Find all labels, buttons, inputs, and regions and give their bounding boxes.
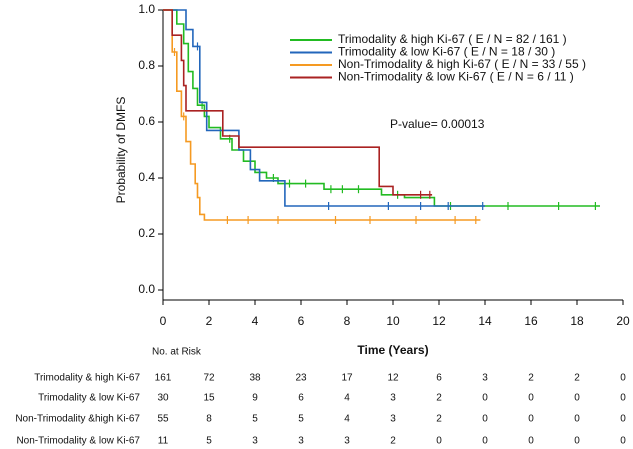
x-tick-label: 10 — [386, 314, 400, 328]
y-tick-label: 0.8 — [138, 58, 155, 72]
risk-count: 0 — [482, 393, 488, 404]
risk-count: 2 — [436, 393, 442, 404]
x-tick-label: 8 — [344, 314, 351, 328]
km-curve — [163, 9, 600, 207]
risk-count: 0 — [620, 393, 626, 404]
risk-count: 9 — [252, 393, 258, 404]
legend-label: Non-Trimodality & low Ki-67 ( E / N = 6 … — [338, 70, 574, 84]
y-tick-label: 0.6 — [138, 114, 155, 128]
risk-count: 6 — [436, 373, 442, 384]
risk-count: 4 — [344, 414, 350, 425]
x-tick-label: 20 — [616, 314, 630, 328]
y-tick-label: 1.0 — [138, 2, 155, 16]
x-tick-label: 6 — [298, 314, 305, 328]
risk-count: 5 — [298, 414, 304, 425]
risk-count: 4 — [344, 393, 350, 404]
risk-count: 2 — [390, 436, 396, 447]
risk-count: 0 — [574, 393, 580, 404]
risk-count: 8 — [206, 414, 212, 425]
risk-count: 161 — [155, 373, 172, 384]
risk-count: 0 — [482, 414, 488, 425]
legend-label: Non-Trimodality & high Ki-67 ( E / N = 3… — [338, 57, 586, 71]
risk-count: 38 — [249, 373, 261, 384]
risk-count: 0 — [528, 436, 534, 447]
risk-count: 3 — [482, 373, 488, 384]
y-axis-label: Probability of DMFS — [114, 97, 128, 204]
risk-count: 0 — [574, 414, 580, 425]
x-tick-label: 0 — [160, 314, 167, 328]
risk-count: 2 — [528, 373, 534, 384]
x-axis-label: Time (Years) — [357, 343, 428, 357]
x-tick-label: 12 — [432, 314, 446, 328]
risk-count: 3 — [390, 414, 396, 425]
risk-row-label: Trimodality & low Ki-67 — [38, 393, 140, 404]
risk-count: 6 — [298, 393, 304, 404]
x-tick-label: 18 — [570, 314, 584, 328]
risk-count: 3 — [344, 436, 350, 447]
risk-count: 0 — [528, 414, 534, 425]
risk-row-label: Non-Trimodality & low Ki-67 — [16, 436, 140, 447]
risk-count: 23 — [295, 373, 307, 384]
risk-count: 0 — [482, 436, 488, 447]
risk-count: 11 — [158, 436, 169, 447]
risk-count: 0 — [436, 436, 442, 447]
x-tick-label: 2 — [206, 314, 213, 328]
risk-count: 0 — [620, 414, 626, 425]
risk-count: 0 — [620, 373, 626, 384]
y-tick-label: 0.0 — [138, 282, 155, 296]
risk-count: 55 — [157, 414, 169, 425]
y-tick-label: 0.4 — [138, 170, 155, 184]
legend-label: Trimodality & low Ki-67 ( E / N = 18 / 3… — [338, 45, 555, 59]
risk-count: 3 — [298, 436, 304, 447]
risk-title: No. at Risk — [152, 347, 202, 358]
risk-count: 12 — [387, 373, 399, 384]
x-tick-label: 14 — [478, 314, 492, 328]
legend-label: Trimodality & high Ki-67 ( E / N = 82 / … — [338, 32, 567, 46]
risk-count: 30 — [157, 393, 169, 404]
annotation: P-value= 0.00013 — [390, 117, 485, 131]
risk-count: 17 — [341, 373, 353, 384]
x-tick-label: 16 — [524, 314, 538, 328]
risk-count: 3 — [390, 393, 396, 404]
km-curve — [163, 9, 433, 196]
km-curve — [163, 9, 481, 221]
risk-row-label: Non-Trimodality &high Ki-67 — [15, 414, 140, 425]
risk-count: 2 — [436, 414, 442, 425]
risk-count: 2 — [574, 373, 580, 384]
risk-count: 0 — [620, 436, 626, 447]
risk-count: 72 — [203, 373, 215, 384]
risk-row-label: Trimodality & high Ki-67 — [34, 373, 140, 384]
risk-count: 0 — [528, 393, 534, 404]
risk-count: 5 — [252, 414, 258, 425]
risk-count: 0 — [574, 436, 580, 447]
risk-count: 15 — [203, 393, 215, 404]
y-tick-label: 0.2 — [138, 226, 155, 240]
x-tick-label: 4 — [252, 314, 259, 328]
risk-count: 5 — [206, 436, 212, 447]
risk-count: 3 — [252, 436, 258, 447]
